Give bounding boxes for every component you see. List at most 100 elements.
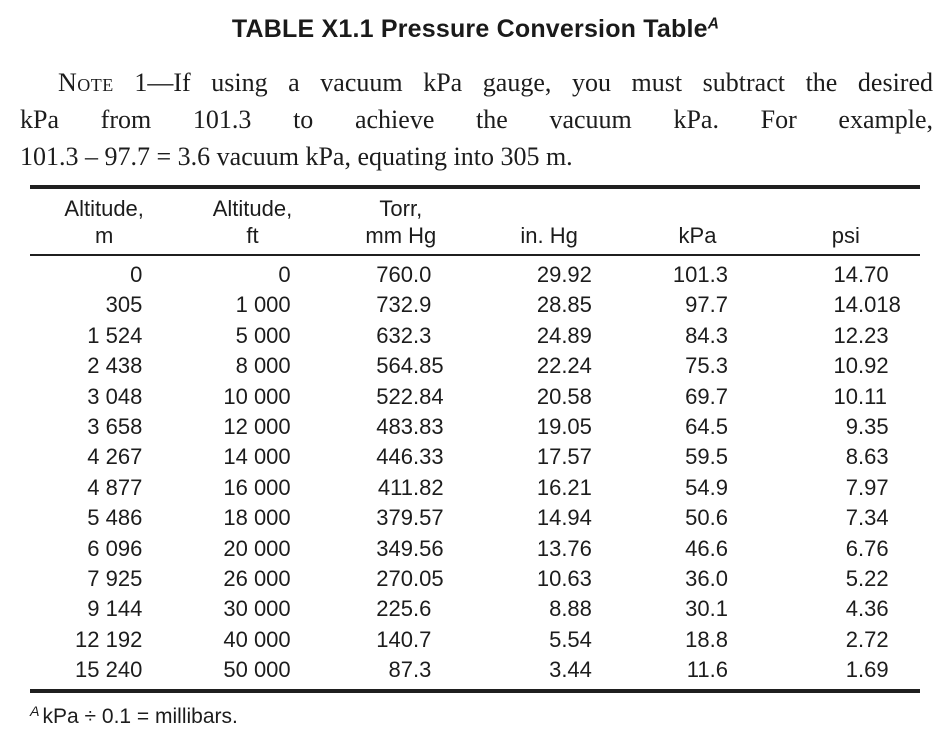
note-label: Note	[58, 68, 114, 97]
table-row: 3 048 10 000 522.84 20.58 69.7 10.11	[30, 382, 920, 412]
cell: 19.05	[536, 414, 592, 440]
cell: 225.6	[376, 596, 432, 622]
col-header-altitude-ft: Altitude, ft	[178, 187, 327, 256]
table-row: 3 658 12 000 483.83 19.05 64.5 9.35	[30, 412, 920, 442]
table-row: 12 192 40 000 140.7 5.54 18.8 2.72	[30, 625, 920, 655]
col-header-line2: mm Hg	[365, 223, 437, 248]
table-row: 9 144 30 000 225.6 8.88 30.1 4.36	[30, 594, 920, 624]
col-header-line2: in. Hg	[520, 223, 578, 248]
cell: 760.0	[376, 262, 432, 287]
cell: 59.5	[685, 444, 728, 470]
col-header-psi: psi	[771, 187, 920, 256]
cell: 270.05	[376, 566, 444, 592]
cell: 4.36	[845, 596, 889, 622]
cell: 36.0	[685, 566, 728, 592]
cell: 5.22	[845, 566, 889, 592]
cell: 483.83	[376, 414, 444, 440]
cell: 7 925	[87, 566, 143, 592]
cell: 64.5	[685, 414, 728, 440]
cell: 5 000	[235, 322, 291, 348]
cell: 16 000	[223, 474, 291, 500]
col-header-line2: kPa	[678, 223, 717, 248]
cell: 6 096	[87, 535, 143, 561]
col-header-kpa: kPa	[623, 187, 772, 256]
cell: 15 240	[75, 657, 143, 683]
cell: 9 144	[87, 596, 143, 622]
cell: 4 267	[87, 444, 143, 470]
table-row: 4 267 14 000 446.33 17.57 59.5 8.63	[30, 442, 920, 472]
cell: 7.97	[845, 474, 889, 500]
cell: 10 000	[223, 383, 291, 409]
cell: 24.89	[536, 322, 592, 348]
cell: 6.76	[845, 535, 889, 561]
cell: 28.85	[536, 292, 592, 318]
note-line-3: 101.3 – 97.7 = 3.6 vacuum kPa, equating …	[20, 142, 573, 171]
cell: 13.76	[536, 535, 592, 561]
cell: 14.94	[536, 505, 592, 531]
cell: 8.88	[549, 596, 592, 622]
cell: 10.11	[833, 383, 887, 409]
table-row: 305 1 000 732.9 28.85 97.7 14.018	[30, 290, 920, 320]
col-header-torr-mmhg: Torr, mm Hg	[326, 187, 475, 256]
table-header-row: Altitude, m Altitude, ft Torr, mm Hg in.…	[30, 187, 920, 256]
footnote-text: kPa ÷ 0.1 = millibars.	[42, 704, 238, 728]
cell: 140.7	[376, 626, 432, 652]
cell: 22.24	[536, 353, 592, 379]
pressure-conversion-table: Altitude, m Altitude, ft Torr, mm Hg in.…	[30, 185, 920, 693]
cell: 3.44	[549, 657, 592, 683]
cell: 9.35	[845, 414, 889, 440]
table-row: 5 486 18 000 379.57 14.94 50.6 7.34	[30, 503, 920, 533]
table-row: 2 438 8 000 564.85 22.24 75.3 10.92	[30, 351, 920, 381]
cell: 1 000	[235, 292, 291, 318]
note-line-2: kPa from 101.3 to achieve the vacuum kPa…	[20, 105, 933, 134]
col-header-line1: Torr,	[379, 196, 423, 221]
cell: 10.63	[536, 566, 592, 592]
cell: 1.69	[845, 657, 889, 683]
cell: 411.82	[377, 474, 444, 500]
cell: 18.8	[685, 626, 728, 652]
cell: 46.6	[685, 535, 728, 561]
cell: 10.92	[833, 353, 889, 379]
cell: 40 000	[223, 626, 291, 652]
cell: 4 877	[87, 474, 143, 500]
cell: 5.54	[549, 626, 592, 652]
note-line-1-text: 1—If using a vacuum kPa gauge, you must …	[113, 68, 933, 97]
cell: 0	[278, 262, 291, 287]
cell: 75.3	[685, 353, 728, 379]
cell: 564.85	[376, 353, 444, 379]
cell: 54.9	[685, 474, 728, 500]
table-header: Altitude, m Altitude, ft Torr, mm Hg in.…	[30, 187, 920, 256]
table-row: 6 096 20 000 349.56 13.76 46.6 6.76	[30, 534, 920, 564]
cell: 12 192	[75, 626, 143, 652]
cell: 349.56	[376, 535, 444, 561]
table-body: 0 0 760.0 29.92 101.3 14.70 305 1 000 732.9 28.85…	[30, 255, 920, 691]
cell: 101.3	[672, 262, 728, 287]
cell: 3 048	[87, 383, 143, 409]
col-header-line2: ft	[246, 223, 259, 248]
note-line-1: Note 1—If using a vacuum kPa gauge, you …	[20, 64, 933, 101]
cell: 69.7	[685, 383, 728, 409]
cell: 50 000	[223, 657, 291, 683]
cell: 12.23	[833, 322, 889, 348]
cell: 20.58	[536, 383, 592, 409]
cell: 84.3	[685, 322, 728, 348]
col-header-line2: m	[95, 223, 114, 248]
cell: 379.57	[376, 505, 444, 531]
cell: 522.84	[376, 383, 444, 409]
footnote-ref: A	[30, 703, 40, 720]
cell: 16.21	[536, 474, 592, 500]
cell: 12 000	[223, 414, 291, 440]
table-row: 15 240 50 000 87.3 3.44 11.6 1.69	[30, 655, 920, 690]
table-row: 1 524 5 000 632.3 24.89 84.3 12.23	[30, 321, 920, 351]
cell: 30.1	[685, 596, 728, 622]
cell: 0	[130, 262, 143, 287]
cell: 14.018	[833, 292, 901, 318]
cell: 17.57	[536, 444, 592, 470]
cell: 8 000	[235, 353, 291, 379]
cell: 50.6	[685, 505, 728, 531]
col-header-line2: psi	[831, 223, 860, 248]
cell: 2.72	[845, 626, 889, 652]
cell: 305	[105, 292, 143, 318]
table-row: 7 925 26 000 270.05 10.63 36.0 5.22	[30, 564, 920, 594]
